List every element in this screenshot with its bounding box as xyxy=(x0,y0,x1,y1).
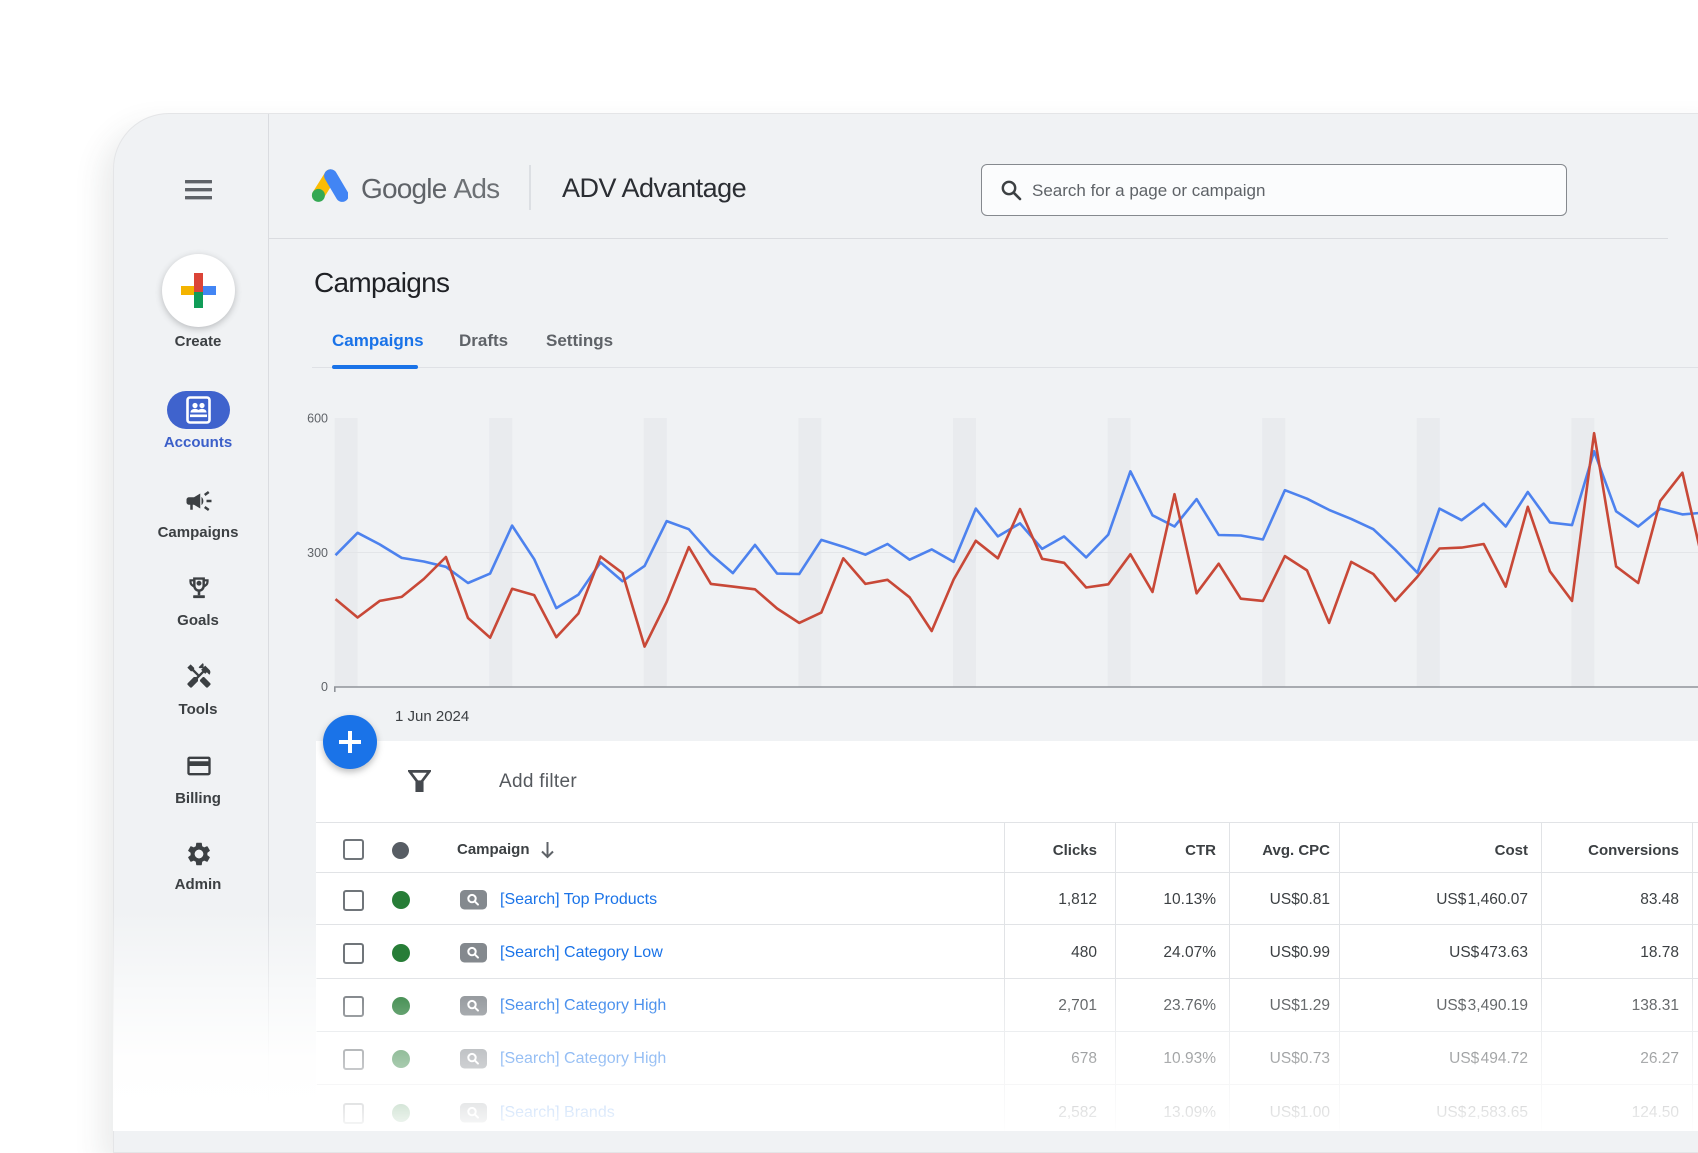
svg-text:600: 600 xyxy=(307,412,328,426)
svg-text:0: 0 xyxy=(321,680,328,694)
svg-text:300: 300 xyxy=(307,546,328,560)
